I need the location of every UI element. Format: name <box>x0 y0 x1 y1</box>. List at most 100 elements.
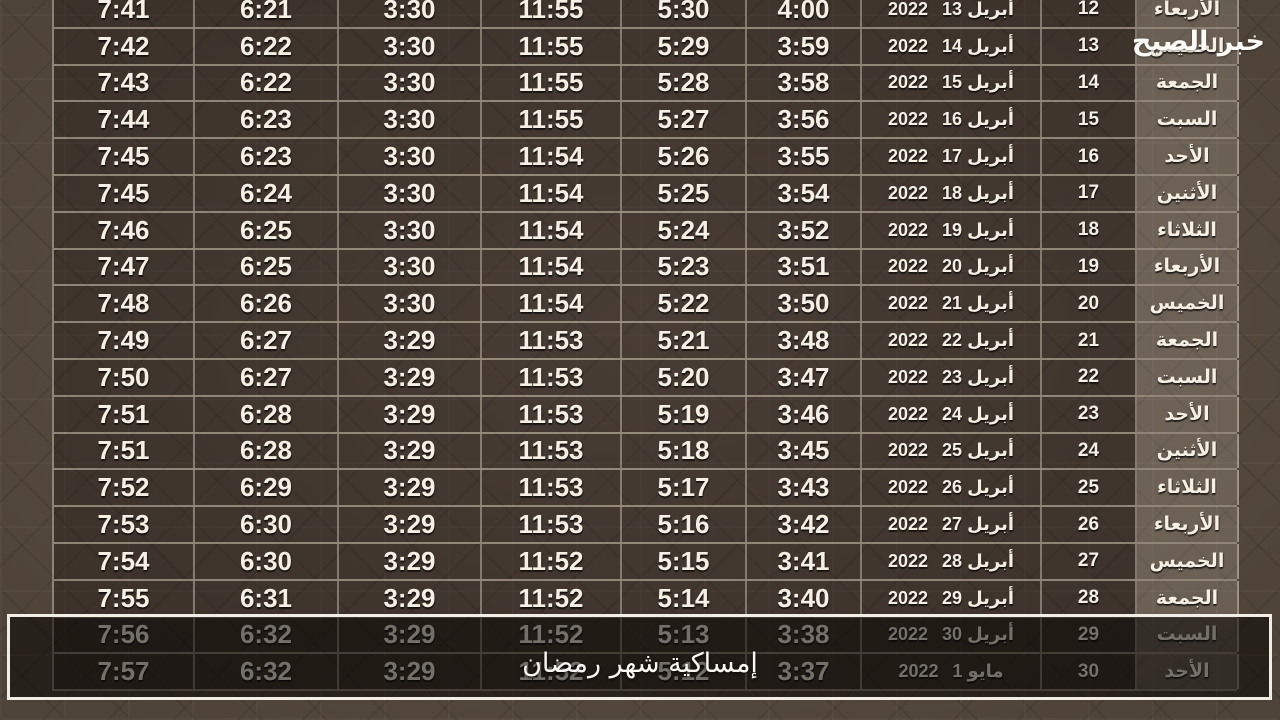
prayer-times-table: 7:41 6:21 3:30 11:55 5:30 4:00 2022 13 أبريل 12 ا… <box>52 0 1239 692</box>
time-cell: 5:14 <box>622 580 747 616</box>
time-cell: 7:42 <box>54 28 195 64</box>
time-cell: 3:55 <box>747 139 862 174</box>
day-name-cell: الخميس <box>1137 543 1239 579</box>
date-cell: 2022 17 أبريل <box>862 139 1042 174</box>
time-cell: 6:21 <box>195 0 339 27</box>
time-cell: 7:54 <box>54 543 195 579</box>
date-year: 2022 <box>887 477 929 498</box>
time-cell: 7:51 <box>54 433 195 469</box>
day-name-cell: الثلاثاء <box>1137 470 1239 506</box>
time-cell: 3:30 <box>339 249 482 285</box>
time-cell: 3:58 <box>747 65 862 101</box>
table-row: 7:52 6:29 3:29 11:53 5:17 3:43 2022 26 أبريل 25 ا… <box>54 470 1239 508</box>
time-cell: 4:00 <box>747 0 862 27</box>
day-name-cell: الأثنين <box>1137 433 1239 469</box>
day-name-cell: الخميس <box>1137 28 1239 64</box>
ramadan-day-number-cell: 18 <box>1042 212 1137 248</box>
ramadan-day-number-cell: 13 <box>1042 28 1137 64</box>
time-cell: 3:29 <box>339 396 482 432</box>
date-cell: 2022 24 أبريل <box>862 396 1042 432</box>
time-cell: 11:53 <box>482 507 622 542</box>
day-name-cell: الأربعاء <box>1137 0 1239 27</box>
date-year: 2022 <box>887 403 929 424</box>
time-cell: 3:59 <box>747 28 862 64</box>
date-day-month: 27 أبريل <box>942 514 1015 535</box>
date-cell: 2022 18 أبريل <box>862 175 1042 211</box>
time-cell: 5:23 <box>622 249 747 285</box>
time-cell: 5:26 <box>622 139 747 174</box>
date-year: 2022 <box>887 219 929 240</box>
time-cell: 3:29 <box>339 323 482 358</box>
time-cell: 7:55 <box>54 580 195 616</box>
date-day-month: 21 أبريل <box>942 293 1015 314</box>
time-cell: 11:52 <box>482 580 622 616</box>
time-cell: 7:45 <box>54 139 195 174</box>
ramadan-day-number-cell: 24 <box>1042 433 1137 469</box>
date-cell: 2022 21 أبريل <box>862 286 1042 322</box>
time-cell: 3:30 <box>339 212 482 248</box>
date-day-month: 17 أبريل <box>942 146 1015 167</box>
time-cell: 7:53 <box>54 507 195 542</box>
ramadan-day-number-cell: 17 <box>1042 175 1137 211</box>
date-day-month: 23 أبريل <box>942 366 1015 387</box>
time-cell: 3:30 <box>339 139 482 174</box>
ramadan-day-number-cell: 25 <box>1042 470 1137 506</box>
time-cell: 6:28 <box>195 396 339 432</box>
time-cell: 3:29 <box>339 580 482 616</box>
date-cell: 2022 22 أبريل <box>862 323 1042 358</box>
table-row: 7:45 6:24 3:30 11:54 5:25 3:54 2022 18 أبريل 17 ا… <box>54 175 1239 213</box>
time-cell: 5:27 <box>622 102 747 138</box>
time-cell: 7:41 <box>54 0 195 27</box>
day-name-cell: الأحد <box>1137 139 1239 174</box>
time-cell: 6:30 <box>195 543 339 579</box>
time-cell: 3:30 <box>339 286 482 322</box>
time-cell: 6:26 <box>195 286 339 322</box>
date-year: 2022 <box>887 366 929 387</box>
time-cell: 6:24 <box>195 175 339 211</box>
time-cell: 5:19 <box>622 396 747 432</box>
time-cell: 5:15 <box>622 543 747 579</box>
time-cell: 7:52 <box>54 470 195 506</box>
date-cell: 2022 14 أبريل <box>862 28 1042 64</box>
date-year: 2022 <box>887 514 929 535</box>
ramadan-day-number-cell: 21 <box>1042 323 1137 358</box>
time-cell: 11:52 <box>482 543 622 579</box>
date-year: 2022 <box>887 182 929 203</box>
date-cell: 2022 26 أبريل <box>862 470 1042 506</box>
time-cell: 6:23 <box>195 139 339 174</box>
date-year: 2022 <box>887 109 929 130</box>
day-name-cell: الأربعاء <box>1137 507 1239 542</box>
time-cell: 6:28 <box>195 433 339 469</box>
date-cell: 2022 27 أبريل <box>862 507 1042 542</box>
time-cell: 6:29 <box>195 470 339 506</box>
time-cell: 11:55 <box>482 28 622 64</box>
time-cell: 7:49 <box>54 323 195 358</box>
table-row: 7:55 6:31 3:29 11:52 5:14 3:40 2022 29 أبريل 28 ا… <box>54 580 1239 618</box>
time-cell: 5:29 <box>622 28 747 64</box>
time-cell: 3:54 <box>747 175 862 211</box>
table-row: 7:49 6:27 3:29 11:53 5:21 3:48 2022 22 أبريل 21 ا… <box>54 323 1239 360</box>
date-day-month: 19 أبريل <box>942 219 1015 240</box>
day-name-cell: الخميس <box>1137 286 1239 322</box>
time-cell: 6:23 <box>195 102 339 138</box>
date-day-month: 22 أبريل <box>942 330 1015 351</box>
date-day-month: 26 أبريل <box>942 477 1015 498</box>
time-cell: 3:51 <box>747 249 862 285</box>
date-year: 2022 <box>887 72 929 93</box>
table-row: 7:53 6:30 3:29 11:53 5:16 3:42 2022 27 أبريل 26 ا… <box>54 507 1239 544</box>
ramadan-day-number-cell: 12 <box>1042 0 1137 27</box>
time-cell: 3:29 <box>339 433 482 469</box>
time-cell: 3:29 <box>339 359 482 395</box>
ramadan-day-number-cell: 20 <box>1042 286 1137 322</box>
time-cell: 3:48 <box>747 323 862 358</box>
day-name-cell: السبت <box>1137 359 1239 395</box>
date-day-month: 16 أبريل <box>942 109 1015 130</box>
ramadan-day-number-cell: 23 <box>1042 396 1137 432</box>
ramadan-day-number-cell: 26 <box>1042 507 1137 542</box>
time-cell: 3:30 <box>339 175 482 211</box>
caption-title: إمساكية شهر رمضان <box>522 648 758 679</box>
table-row: 7:51 6:28 3:29 11:53 5:18 3:45 2022 25 أبريل 24 ا… <box>54 433 1239 471</box>
time-cell: 3:42 <box>747 507 862 542</box>
time-cell: 3:40 <box>747 580 862 616</box>
